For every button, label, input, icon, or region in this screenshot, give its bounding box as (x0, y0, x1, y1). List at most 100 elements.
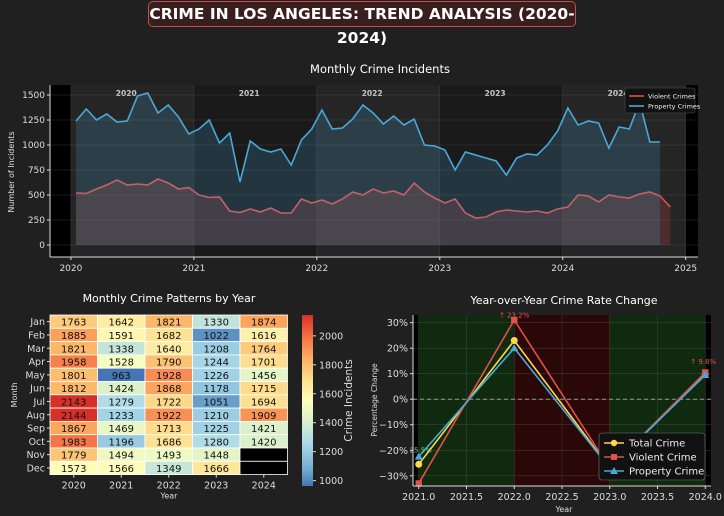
year-band-label: 2020 (116, 89, 137, 98)
series-area-0 (76, 179, 671, 245)
heatmap-cell-value: 1790 (156, 358, 181, 369)
heatmap-cell-value: 1801 (61, 371, 86, 382)
x-tick-label: 2020 (59, 264, 82, 274)
x-tick-label: 2022 (305, 264, 328, 274)
x-tick-label: 2023.5 (641, 492, 674, 503)
heatmap-cell-value: 1682 (156, 331, 181, 342)
heatmap-cell-value: 1279 (109, 397, 134, 408)
yoy-chart: 25.5% ↑ 23.2% ↑ 9.8% −30% −20% −10% 0% 10% 20% 30… (370, 294, 722, 514)
yoy-ylabel: Percentage Change (370, 363, 379, 437)
heatmap-cell-value: 1448 (204, 451, 229, 462)
colorbar-tick-label: 1000 (319, 476, 343, 487)
heatmap-cell-value: 1874 (251, 318, 276, 329)
legend-marker (611, 454, 617, 460)
legend-label: Violent Crime (629, 453, 697, 464)
heatmap-cell-value: 1456 (251, 371, 276, 382)
yoy-legend: Total Crime Violent Crime Property Crime (598, 432, 706, 481)
point-total-crime (510, 337, 518, 345)
heatmap-cell-value: 1715 (251, 384, 276, 395)
heatmap-year-label: 2021 (109, 481, 133, 492)
colorbar-tick-label: 1800 (319, 360, 343, 371)
heatmap-cell-value: 1640 (156, 344, 181, 355)
y-tick-label: 0% (393, 395, 408, 406)
heatmap-cell-value: 1642 (109, 318, 134, 329)
colorbar-tick-label: 2000 (319, 331, 343, 342)
x-tick-label: 2024 (551, 264, 574, 274)
heatmap-cell-value: 1821 (61, 344, 86, 355)
legend-label: Property Crime (629, 467, 704, 478)
y-tick-label: 1500 (22, 91, 45, 101)
heatmap-cell-value: 1821 (156, 318, 181, 329)
monthly-legend: Violent Crimes Property Crimes (624, 87, 701, 114)
x-tick-label: 2021.5 (450, 492, 483, 503)
heatmap-cell-value: 1779 (61, 451, 86, 462)
year-band (439, 85, 563, 257)
yoy-annotation: ↑ 9.8% (690, 358, 716, 366)
year-band (193, 85, 317, 257)
heatmap-month-label: Jun (29, 384, 45, 395)
heatmap-cell-value: 1722 (156, 397, 181, 408)
heatmap-month-label: Apr (29, 357, 46, 368)
colorbar-tick-label: 1200 (319, 447, 343, 458)
heatmap-cell-value: 1616 (251, 331, 276, 342)
year-band (316, 85, 440, 257)
heatmap-cell-value: 2144 (61, 411, 86, 422)
year-band-label: 2024 (608, 89, 629, 98)
heatmap-cell-value: 1868 (156, 384, 181, 395)
y-tick-label: 30% (387, 318, 408, 329)
heatmap-cell-value: 963 (112, 371, 131, 382)
heatmap-cell-value: 1280 (204, 437, 229, 448)
heatmap-cell-value: 1338 (109, 344, 134, 355)
legend-label: Total Crime (628, 439, 685, 450)
colorbar (302, 315, 313, 486)
point-property-crime (510, 344, 519, 352)
heatmap-month-label: Oct (29, 437, 46, 448)
heatmap-cell-value: 1566 (109, 464, 134, 475)
y-tick-label: 0 (39, 241, 45, 251)
heatmap-cell-value: 1349 (156, 464, 181, 475)
y-tick-label: 500 (28, 191, 45, 201)
heatmap-ylabel: Month (10, 382, 19, 407)
y-tick-label: −10% (379, 420, 408, 431)
series-line-violent-crimes (75, 178, 671, 219)
heatmap-cell-value: 1424 (109, 384, 134, 395)
y-tick-label: 20% (387, 344, 408, 355)
heatmap-cell-value: 1701 (251, 358, 276, 369)
heatmap-cell-value: 1591 (109, 331, 134, 342)
heatmap-cell-value: 2143 (61, 397, 86, 408)
x-tick-label: 2022.0 (498, 492, 531, 503)
x-tick-label: 2025 (674, 264, 697, 274)
heatmap-cell-value: 1493 (156, 451, 181, 462)
monthly-chart: 2020 2021 2022 2023 2024 0 250 500 750 1000 1250 15… (7, 62, 701, 274)
main-title: CRIME IN LOS ANGELES: TREND ANALYSIS (20… (148, 1, 576, 47)
heatmap-year-label: 2023 (204, 481, 228, 492)
heatmap-month-label: Feb (28, 330, 45, 341)
y-tick-label: −20% (379, 446, 408, 457)
x-tick-label: 2022.5 (545, 492, 578, 503)
heatmap-cell-value: 1885 (61, 331, 86, 342)
year-band-label: 2023 (485, 89, 506, 98)
colorbar-label: Crime Incidents (343, 359, 355, 441)
heatmap-cell-value: 1763 (61, 318, 86, 329)
heatmap-cell-value: 1867 (61, 424, 86, 435)
point-property-crime (701, 370, 710, 378)
y-tick-label: 750 (28, 166, 45, 176)
colorbar-tick-label: 1400 (319, 418, 343, 429)
heatmap-cell-value: 1528 (109, 358, 134, 369)
heatmap-cell-value: 1421 (251, 424, 276, 435)
heatmap-cell-value: 1051 (204, 397, 229, 408)
heatmap-cell-value: 1764 (251, 344, 276, 355)
point-total-crime (415, 460, 423, 468)
heatmap-month-label: May (25, 370, 45, 381)
heatmap-year-label: 2024 (252, 481, 276, 492)
heatmap-cell-empty (239, 460, 288, 475)
heatmap-cell-value: 1233 (109, 411, 134, 422)
monthly-ylabel: Number of Incidents (7, 131, 16, 212)
legend-marker (610, 467, 618, 474)
heatmap-cell-value: 1208 (204, 344, 229, 355)
heatmap-cell-value: 1225 (204, 424, 229, 435)
legend-label: Violent Crimes (648, 93, 696, 101)
series-line-property-crimes (75, 92, 661, 183)
year-band-label: 2021 (239, 89, 260, 98)
